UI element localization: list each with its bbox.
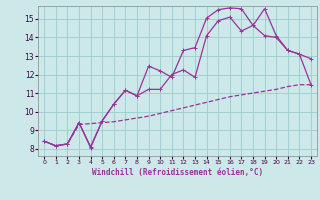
X-axis label: Windchill (Refroidissement éolien,°C): Windchill (Refroidissement éolien,°C) bbox=[92, 168, 263, 177]
